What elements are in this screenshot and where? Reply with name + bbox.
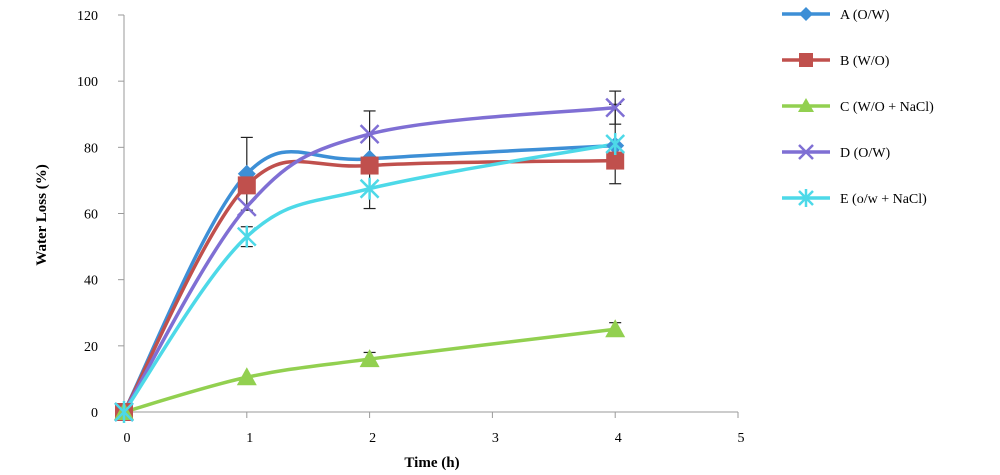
x-tick-label: 5: [738, 431, 745, 446]
marker-asterisk: [114, 401, 134, 423]
y-tick-labels: 0 20 40 60 80 100 120: [77, 9, 98, 421]
marker-diamond: [799, 7, 813, 21]
series-line: [122, 142, 617, 414]
legend-item: C (W/O + NaCl): [782, 98, 934, 115]
y-tick-label: 20: [84, 340, 98, 355]
legend-label: A (O/W): [840, 8, 890, 23]
marker-x: [359, 124, 380, 144]
x-tick-label: 0: [124, 431, 131, 446]
marker-x: [798, 144, 814, 160]
legend-label: D (O/W): [840, 146, 890, 161]
x-axis-title: Time (h): [404, 455, 459, 471]
x-tick-label: 4: [615, 431, 622, 446]
legend-label: B (W/O): [840, 54, 890, 69]
error-bars: [240, 90, 622, 367]
marker-triangle: [798, 98, 814, 112]
marker-triangle: [359, 349, 380, 368]
legend-item: D (O/W): [782, 144, 890, 161]
series-lines: [122, 105, 617, 414]
marker-square: [606, 151, 625, 170]
x-tick-labels: 0 1 2 3 4 5: [124, 431, 745, 446]
marker-x: [605, 97, 626, 118]
y-tick-label: 120: [77, 9, 98, 24]
marker-square: [237, 176, 256, 195]
series-line: [122, 105, 617, 414]
marker-asterisk: [605, 133, 626, 156]
series-markers: [114, 97, 626, 423]
marker-asterisk: [236, 225, 257, 248]
series-line: [122, 143, 617, 414]
marker-asterisk: [359, 177, 380, 200]
legend-item: E (o/w + NaCl): [782, 189, 927, 207]
axes: [118, 14, 739, 418]
y-tick-label: 60: [84, 208, 98, 223]
marker-triangle: [605, 319, 626, 338]
marker-square: [799, 53, 813, 67]
marker-x: [236, 196, 257, 217]
marker-triangle: [236, 367, 257, 386]
x-tick-label: 3: [492, 431, 499, 446]
legend: A (O/W) B (W/O) C (W/O + NaCl) D (O/W) E (o/…: [782, 7, 934, 207]
legend-item: B (W/O): [782, 53, 890, 69]
y-tick-label: 0: [91, 406, 98, 421]
legend-label: C (W/O + NaCl): [840, 100, 934, 115]
y-tick-label: 80: [84, 141, 98, 156]
y-tick-label: 100: [77, 75, 98, 90]
marker-asterisk: [798, 189, 814, 207]
x-tick-label: 1: [246, 431, 253, 446]
marker-square: [360, 156, 379, 175]
legend-label: E (o/w + NaCl): [840, 192, 927, 207]
x-tick-label: 2: [369, 431, 376, 446]
y-tick-label: 40: [84, 274, 98, 289]
series-line: [122, 327, 617, 414]
y-axis-title: Water Loss (%): [34, 164, 50, 265]
legend-item: A (O/W): [782, 7, 890, 23]
